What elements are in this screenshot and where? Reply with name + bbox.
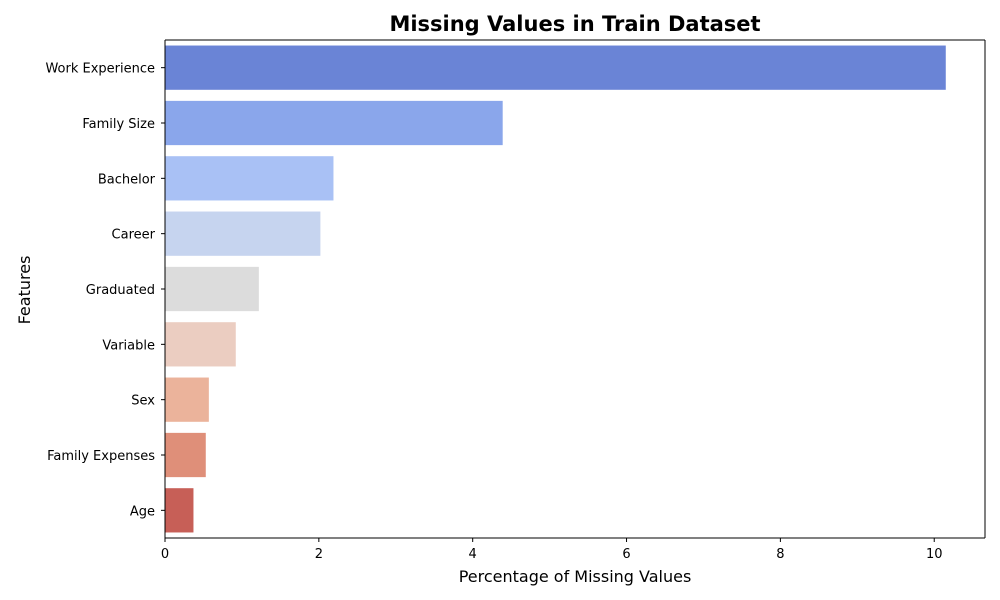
bars-group <box>165 45 946 533</box>
chart-title: Missing Values in Train Dataset <box>389 12 760 36</box>
x-tick-labels: 0 2 4 6 8 10 <box>161 538 943 562</box>
x-tick-label: 8 <box>776 547 784 562</box>
y-tick-label: Work Experience <box>45 62 155 77</box>
axes-spines <box>164 39 986 539</box>
bar-family-size <box>165 100 503 146</box>
y-tick-label: Family Expenses <box>47 449 155 464</box>
bar-age <box>165 488 194 533</box>
bar-graduated <box>165 266 259 312</box>
y-tick-label: Bachelor <box>98 172 156 187</box>
x-tick-label: 4 <box>469 547 477 562</box>
y-tick-labels: Work Experience Family Size Bachelor Career… <box>45 62 165 519</box>
x-axis-label: Percentage of Missing Values <box>459 567 692 586</box>
x-tick-label: 10 <box>926 547 943 562</box>
y-tick-label: Family Size <box>82 117 155 132</box>
y-tick-label: Age <box>130 504 155 519</box>
y-tick-label: Variable <box>102 338 155 353</box>
y-tick-label: Sex <box>131 394 155 409</box>
x-tick-label: 2 <box>315 547 323 562</box>
y-axis-label: Features <box>15 256 34 325</box>
y-tick-label: Career <box>112 228 156 243</box>
bar-family-expenses <box>165 432 206 478</box>
bar-career <box>165 211 321 256</box>
y-tick-label: Graduated <box>86 283 155 298</box>
bar-variable <box>165 322 236 367</box>
x-tick-label: 6 <box>622 547 630 562</box>
x-tick-label: 0 <box>161 547 169 562</box>
bar-work-experience <box>165 45 946 90</box>
bar-sex <box>165 377 209 422</box>
bar-bachelor <box>165 156 334 201</box>
